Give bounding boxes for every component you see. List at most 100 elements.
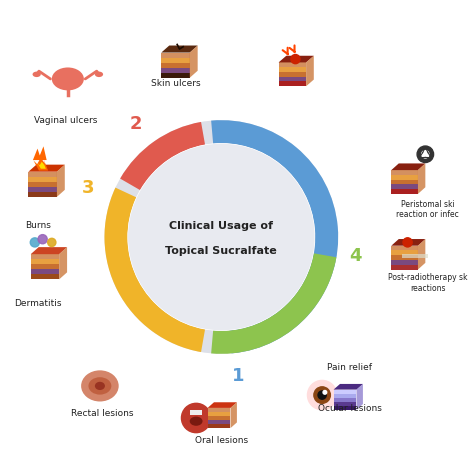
- Circle shape: [182, 403, 211, 433]
- Text: 2: 2: [129, 115, 142, 133]
- Polygon shape: [334, 384, 363, 390]
- Circle shape: [129, 145, 314, 329]
- Bar: [208, 420, 230, 424]
- Bar: [334, 401, 356, 406]
- Ellipse shape: [190, 417, 202, 426]
- Text: Skin ulcers: Skin ulcers: [151, 79, 201, 88]
- Bar: [392, 184, 418, 189]
- Bar: [279, 82, 306, 86]
- Circle shape: [422, 151, 429, 158]
- Polygon shape: [59, 247, 67, 279]
- Bar: [28, 182, 57, 187]
- Ellipse shape: [89, 377, 111, 395]
- Text: Burns: Burns: [25, 221, 51, 230]
- Text: 3: 3: [82, 180, 94, 197]
- Bar: [31, 259, 59, 264]
- Ellipse shape: [81, 370, 118, 401]
- Bar: [28, 187, 57, 192]
- Bar: [31, 269, 59, 274]
- Bar: [402, 254, 428, 258]
- Text: Vaginal ulcers: Vaginal ulcers: [34, 116, 97, 125]
- Polygon shape: [57, 164, 65, 197]
- Circle shape: [417, 146, 434, 163]
- Bar: [392, 250, 418, 255]
- Wedge shape: [104, 120, 338, 354]
- Bar: [161, 68, 190, 73]
- Bar: [334, 390, 356, 393]
- Wedge shape: [104, 188, 205, 352]
- Text: 1: 1: [232, 367, 245, 385]
- Ellipse shape: [95, 72, 103, 77]
- Circle shape: [403, 238, 412, 247]
- Ellipse shape: [33, 72, 41, 77]
- Bar: [161, 73, 190, 78]
- Circle shape: [128, 144, 314, 330]
- Bar: [28, 172, 57, 177]
- Wedge shape: [120, 122, 205, 190]
- Circle shape: [323, 391, 327, 394]
- Bar: [279, 63, 306, 67]
- Wedge shape: [211, 253, 337, 354]
- Wedge shape: [211, 120, 338, 354]
- Text: Ocular lesions: Ocular lesions: [318, 404, 382, 413]
- Polygon shape: [418, 164, 425, 194]
- Polygon shape: [230, 402, 237, 428]
- Text: Pain relief: Pain relief: [327, 363, 372, 372]
- Bar: [208, 424, 230, 428]
- Circle shape: [308, 381, 337, 410]
- Text: Topical Sucralfate: Topical Sucralfate: [165, 246, 277, 256]
- Circle shape: [318, 391, 326, 399]
- Text: Clinical Usage of: Clinical Usage of: [169, 220, 273, 230]
- Circle shape: [30, 238, 39, 247]
- Bar: [392, 170, 418, 175]
- Bar: [392, 255, 418, 260]
- Circle shape: [314, 387, 330, 403]
- Circle shape: [48, 238, 56, 246]
- Bar: [31, 274, 59, 279]
- Text: Dermatitis: Dermatitis: [14, 299, 62, 308]
- Polygon shape: [356, 384, 363, 410]
- Polygon shape: [279, 56, 314, 63]
- Bar: [279, 77, 306, 82]
- Bar: [392, 246, 418, 250]
- Bar: [392, 175, 418, 180]
- Bar: [392, 180, 418, 184]
- Text: Rectal lesions: Rectal lesions: [71, 409, 134, 418]
- Polygon shape: [392, 239, 425, 246]
- Bar: [161, 63, 190, 68]
- Polygon shape: [34, 158, 48, 171]
- Polygon shape: [28, 164, 65, 172]
- Bar: [334, 393, 356, 398]
- Text: Oral lesions: Oral lesions: [195, 437, 248, 446]
- Bar: [31, 254, 59, 259]
- Bar: [161, 53, 190, 58]
- Text: 4: 4: [349, 247, 362, 265]
- Polygon shape: [31, 247, 67, 254]
- Polygon shape: [208, 402, 237, 408]
- Polygon shape: [38, 162, 46, 169]
- Bar: [392, 265, 418, 270]
- Polygon shape: [190, 46, 198, 78]
- Polygon shape: [418, 239, 425, 270]
- Bar: [161, 58, 190, 63]
- Bar: [334, 398, 356, 401]
- Bar: [208, 408, 230, 412]
- Bar: [28, 192, 57, 197]
- Bar: [208, 416, 230, 420]
- Ellipse shape: [52, 67, 84, 91]
- Text: Peristomal ski
reaction or infec: Peristomal ski reaction or infec: [396, 200, 459, 219]
- Ellipse shape: [95, 382, 105, 390]
- Bar: [279, 72, 306, 77]
- Polygon shape: [306, 56, 314, 86]
- Polygon shape: [161, 46, 198, 53]
- Bar: [334, 406, 356, 410]
- Polygon shape: [33, 146, 46, 160]
- Bar: [31, 264, 59, 269]
- Polygon shape: [392, 164, 425, 170]
- Circle shape: [291, 55, 300, 64]
- Bar: [208, 412, 230, 416]
- Circle shape: [38, 235, 47, 244]
- Bar: [190, 410, 202, 415]
- Bar: [392, 260, 418, 265]
- Bar: [28, 177, 57, 182]
